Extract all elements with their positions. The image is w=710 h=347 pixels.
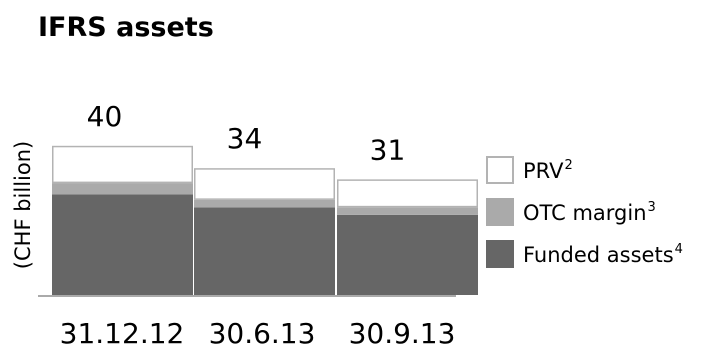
bar-prv-2 (194, 168, 335, 200)
legend-label-otc-margin: OTC margin3 (523, 200, 656, 225)
x-tick-label-3: 30.9.13 (349, 317, 456, 347)
total-label-2: 34 (227, 122, 263, 155)
bar-otc-margin-2 (194, 199, 335, 208)
bar-prv-3 (337, 179, 478, 208)
bar-prv-1 (52, 145, 193, 184)
total-label-3: 31 (370, 133, 406, 166)
y-axis-label: (CHF billion) (11, 141, 35, 269)
x-tick-label-1: 31.12.12 (60, 317, 185, 347)
x-tick-labels: 31.12.12 30.6.13 30.9.13 (60, 317, 456, 347)
bar-otc-margin-3 (337, 207, 478, 215)
x-tick-label-2: 30.6.13 (209, 317, 316, 347)
total-label-1: 40 (87, 100, 123, 133)
bar-funded-assets-2 (194, 207, 335, 295)
legend-swatch-otc-margin (486, 198, 514, 226)
legend-label-prv: PRV2 (523, 158, 573, 183)
chart-title: IFRS assets (38, 12, 214, 43)
bar-funded-assets-3 (337, 214, 478, 295)
legend: PRV2 OTC margin3 Funded assets4 (486, 156, 683, 268)
total-labels: 40 34 31 (87, 100, 406, 167)
legend-swatch-funded-assets (486, 240, 514, 268)
legend-label-funded-assets: Funded assets4 (523, 242, 683, 267)
bar-funded-assets-1 (52, 194, 193, 295)
bar-otc-margin-1 (52, 183, 193, 195)
legend-swatch-prv (486, 156, 514, 184)
bars-group (52, 145, 478, 295)
